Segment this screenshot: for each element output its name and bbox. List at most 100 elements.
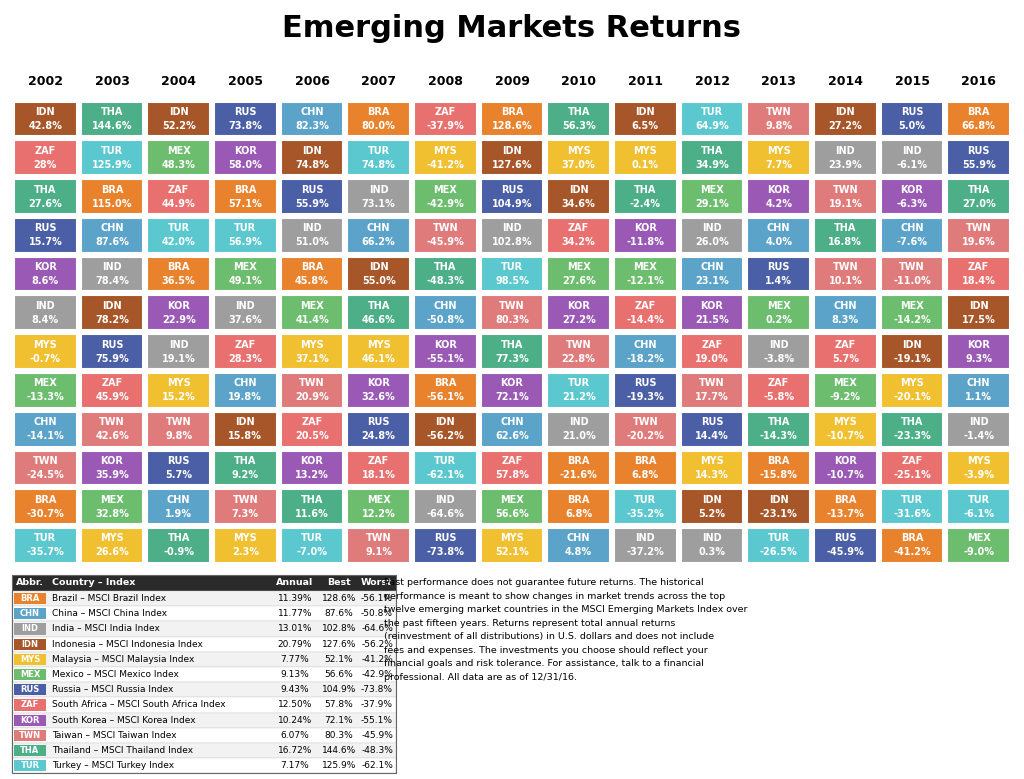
Text: 20.79%: 20.79%	[278, 640, 312, 649]
FancyBboxPatch shape	[281, 528, 343, 562]
Text: -24.5%: -24.5%	[27, 470, 65, 480]
Text: -3.9%: -3.9%	[964, 470, 994, 480]
FancyBboxPatch shape	[614, 489, 677, 524]
Text: MEX: MEX	[100, 495, 124, 505]
Text: 56.6%: 56.6%	[496, 509, 528, 519]
Text: -35.2%: -35.2%	[627, 509, 665, 519]
Text: TUR: TUR	[301, 534, 323, 544]
Text: -13.3%: -13.3%	[27, 393, 65, 402]
Text: -50.8%: -50.8%	[361, 609, 393, 619]
Text: RUS: RUS	[100, 340, 123, 350]
Text: 55.9%: 55.9%	[962, 160, 995, 170]
FancyBboxPatch shape	[681, 295, 743, 330]
Text: 18.4%: 18.4%	[962, 276, 995, 286]
Text: 35.9%: 35.9%	[95, 470, 129, 480]
Text: 5.7%: 5.7%	[831, 354, 859, 364]
Text: IND: IND	[969, 418, 988, 427]
FancyBboxPatch shape	[814, 179, 877, 214]
Text: THA: THA	[634, 185, 656, 195]
FancyBboxPatch shape	[814, 373, 877, 407]
FancyBboxPatch shape	[548, 140, 610, 175]
FancyBboxPatch shape	[14, 412, 77, 446]
Text: 10.1%: 10.1%	[828, 276, 862, 286]
FancyBboxPatch shape	[414, 412, 476, 446]
FancyBboxPatch shape	[214, 334, 276, 369]
FancyBboxPatch shape	[548, 257, 610, 291]
FancyBboxPatch shape	[748, 412, 810, 446]
Text: -23.3%: -23.3%	[893, 431, 931, 441]
Text: CHN: CHN	[634, 340, 657, 350]
Text: -48.3%: -48.3%	[426, 276, 464, 286]
Text: MEX: MEX	[567, 263, 591, 272]
Text: RUS: RUS	[301, 185, 324, 195]
Text: 80.3%: 80.3%	[325, 731, 353, 740]
FancyBboxPatch shape	[81, 450, 143, 485]
Text: ZAF: ZAF	[701, 340, 723, 350]
Text: -10.7%: -10.7%	[826, 431, 864, 441]
Text: 13.2%: 13.2%	[295, 470, 329, 480]
FancyBboxPatch shape	[14, 257, 77, 291]
Text: 42.6%: 42.6%	[95, 431, 129, 441]
Text: -41.2%: -41.2%	[893, 548, 931, 557]
Text: MEX: MEX	[967, 534, 990, 544]
Text: IND: IND	[702, 534, 722, 544]
Text: MYS: MYS	[967, 456, 990, 466]
Text: BRA: BRA	[434, 379, 457, 389]
Text: 127.6%: 127.6%	[492, 160, 532, 170]
Text: -73.8%: -73.8%	[361, 686, 393, 694]
Text: MYS: MYS	[500, 534, 524, 544]
Text: 45.9%: 45.9%	[95, 393, 129, 402]
FancyBboxPatch shape	[347, 102, 410, 136]
Text: RUS: RUS	[501, 185, 523, 195]
Text: 29.1%: 29.1%	[695, 199, 729, 209]
Text: 2004: 2004	[161, 76, 197, 88]
Text: 6.8%: 6.8%	[565, 509, 592, 519]
FancyBboxPatch shape	[14, 669, 46, 680]
FancyBboxPatch shape	[748, 257, 810, 291]
Text: ZAF: ZAF	[101, 379, 123, 389]
Text: TUR: TUR	[168, 224, 189, 234]
Text: 7.3%: 7.3%	[231, 509, 259, 519]
Text: TWN: TWN	[499, 301, 525, 311]
Text: India – MSCI India Index: India – MSCI India Index	[52, 625, 160, 633]
FancyBboxPatch shape	[147, 528, 210, 562]
FancyBboxPatch shape	[814, 102, 877, 136]
Text: -9.0%: -9.0%	[964, 548, 994, 557]
Text: South Africa – MSCI South Africa Index: South Africa – MSCI South Africa Index	[52, 700, 225, 710]
FancyBboxPatch shape	[347, 140, 410, 175]
Text: MEX: MEX	[34, 379, 57, 389]
Text: MEX: MEX	[167, 146, 190, 156]
Text: -14.1%: -14.1%	[27, 431, 65, 441]
Text: 127.6%: 127.6%	[322, 640, 356, 649]
Text: 2015: 2015	[895, 76, 930, 88]
Text: 13.01%: 13.01%	[278, 625, 312, 633]
FancyBboxPatch shape	[414, 373, 476, 407]
FancyBboxPatch shape	[480, 528, 544, 562]
Text: MEX: MEX	[500, 495, 524, 505]
Text: RUS: RUS	[20, 686, 40, 694]
Text: 16.8%: 16.8%	[828, 238, 862, 247]
Text: KOR: KOR	[368, 379, 390, 389]
Text: 17.7%: 17.7%	[695, 393, 729, 402]
Text: TWN: TWN	[18, 731, 41, 740]
Text: MEX: MEX	[19, 670, 40, 679]
Text: TWN: TWN	[833, 185, 858, 195]
FancyBboxPatch shape	[947, 412, 1010, 446]
Text: IDN: IDN	[636, 108, 655, 117]
Text: -1.4%: -1.4%	[964, 431, 994, 441]
Text: 66.2%: 66.2%	[361, 238, 395, 247]
Text: -37.9%: -37.9%	[361, 700, 393, 710]
Text: IDN: IDN	[302, 146, 322, 156]
Text: KOR: KOR	[968, 340, 990, 350]
Text: -14.4%: -14.4%	[627, 315, 665, 325]
Text: -3.8%: -3.8%	[763, 354, 795, 364]
Text: 2016: 2016	[962, 76, 996, 88]
Text: 74.8%: 74.8%	[295, 160, 329, 170]
Text: MYS: MYS	[634, 146, 657, 156]
Text: CHN: CHN	[967, 379, 990, 389]
Text: CHN: CHN	[233, 379, 257, 389]
FancyBboxPatch shape	[281, 218, 343, 252]
Text: TWN: TWN	[166, 418, 191, 427]
Text: -55.1%: -55.1%	[361, 716, 393, 724]
Text: -42.9%: -42.9%	[361, 670, 393, 679]
